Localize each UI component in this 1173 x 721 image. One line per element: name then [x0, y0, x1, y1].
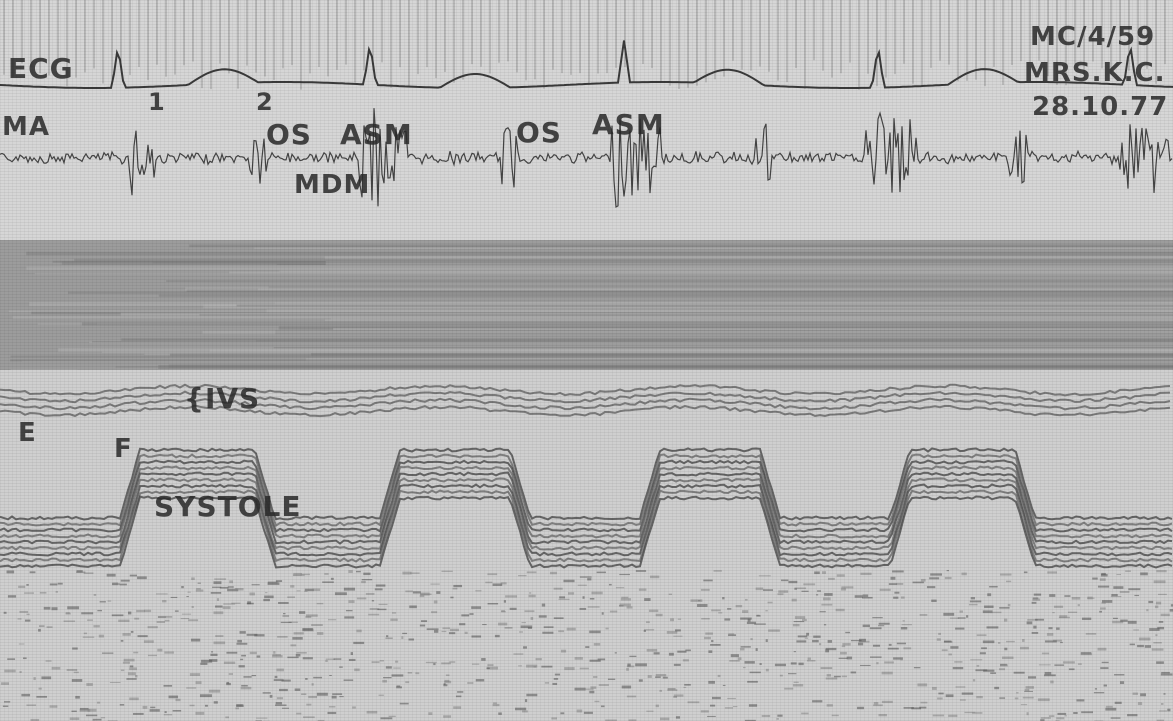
- patient-id: MC/4/59: [1030, 22, 1156, 52]
- ecg-phono-traces: [0, 0, 1173, 208]
- ivs-label-text: IVS: [204, 382, 261, 415]
- ecg-trace: [0, 40, 1173, 89]
- first-heart-sound-label: 1: [148, 88, 166, 116]
- study-date: 28.10.77: [1032, 92, 1169, 122]
- second-heart-sound-label: 2: [256, 88, 274, 116]
- ivs-label: {IVS: [184, 382, 261, 415]
- e-point-label: E: [18, 418, 37, 448]
- opening-snap-label: OS: [266, 118, 312, 151]
- phonocardiogram-strip: ECG MA 1 2 OS ASM MDM OS ASM MC/4/59 MRS…: [0, 0, 1173, 240]
- m-mode-echo: {IVS E F SYSTOLE: [0, 370, 1173, 721]
- mitral-m-mode-traces: [0, 383, 1173, 721]
- echo-near-field: [0, 240, 1173, 370]
- near-field-texture: [8, 244, 1173, 370]
- asm-label-2: ASM: [592, 108, 665, 141]
- ecg-label: ECG: [8, 52, 74, 85]
- f-point-label: F: [114, 434, 133, 464]
- ma-label: MA: [2, 112, 50, 142]
- timing-gridlines: [3, 0, 1166, 90]
- patient-name: MRS.K.C.: [1024, 58, 1166, 88]
- mdm-label: MDM: [294, 170, 371, 200]
- asm-label: ASM: [340, 118, 413, 151]
- opening-snap-label-2: OS: [516, 116, 562, 149]
- systole-label: SYSTOLE: [154, 490, 302, 523]
- phonocardiogram-trace: [0, 108, 1173, 208]
